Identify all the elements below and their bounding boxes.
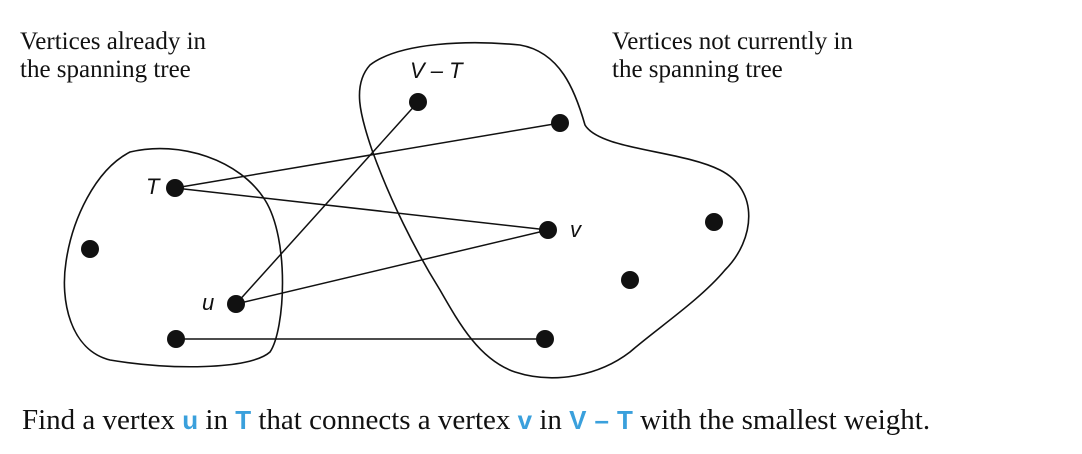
edge-t-to-top-right: [174, 122, 561, 189]
caption-part3: that connects a vertex: [251, 404, 518, 436]
note-not-in-tree-line2: the spanning tree: [612, 56, 783, 83]
vertex-far-right: [705, 213, 723, 231]
caption-part4: in: [532, 404, 570, 436]
caption-vt-t: T: [616, 405, 633, 435]
vertex-left: [81, 240, 99, 258]
vertex-top: [409, 93, 427, 111]
caption-vt-v: V: [569, 405, 587, 435]
note-not-in-tree-line1: Vertices not currently in: [612, 28, 853, 55]
caption-t: T: [235, 405, 252, 435]
caption-vt-minus: –: [594, 405, 609, 435]
edge-t-to-v: [174, 187, 549, 231]
label-v-minus-t: V – T: [410, 58, 464, 83]
label-v: v: [570, 217, 583, 242]
region-v-minus-t-boundary: [358, 41, 750, 379]
vertex-v: [539, 221, 557, 239]
caption-part2: in: [198, 404, 236, 436]
caption-v: v: [517, 405, 533, 435]
vertex-bottom-right: [536, 330, 554, 348]
note-in-tree-line2: the spanning tree: [20, 56, 191, 83]
note-not-in-tree: Vertices not currently in the spanning t…: [612, 28, 853, 84]
vertex-u: [227, 295, 245, 313]
note-in-tree-line1: Vertices already in: [20, 28, 207, 55]
label-u: u: [202, 290, 214, 315]
diagram-canvas: V – T T u v: [63, 41, 750, 379]
vertex-t: [166, 179, 184, 197]
edge-u-to-top: [235, 101, 419, 305]
caption-part5: with the smallest weight.: [632, 404, 931, 436]
region-t-boundary: [63, 147, 284, 368]
vertex-bottom-left: [167, 330, 185, 348]
caption-part1: Find a vertex: [22, 404, 183, 436]
edge-u-to-v: [235, 229, 549, 305]
label-t: T: [146, 174, 161, 199]
caption: Find a vertex u in T that connects a ver…: [22, 402, 930, 438]
note-in-tree: Vertices already in the spanning tree: [20, 28, 206, 84]
vertex-lower-right: [621, 271, 639, 289]
vertex-top-right: [551, 114, 569, 132]
caption-u: u: [182, 405, 199, 435]
